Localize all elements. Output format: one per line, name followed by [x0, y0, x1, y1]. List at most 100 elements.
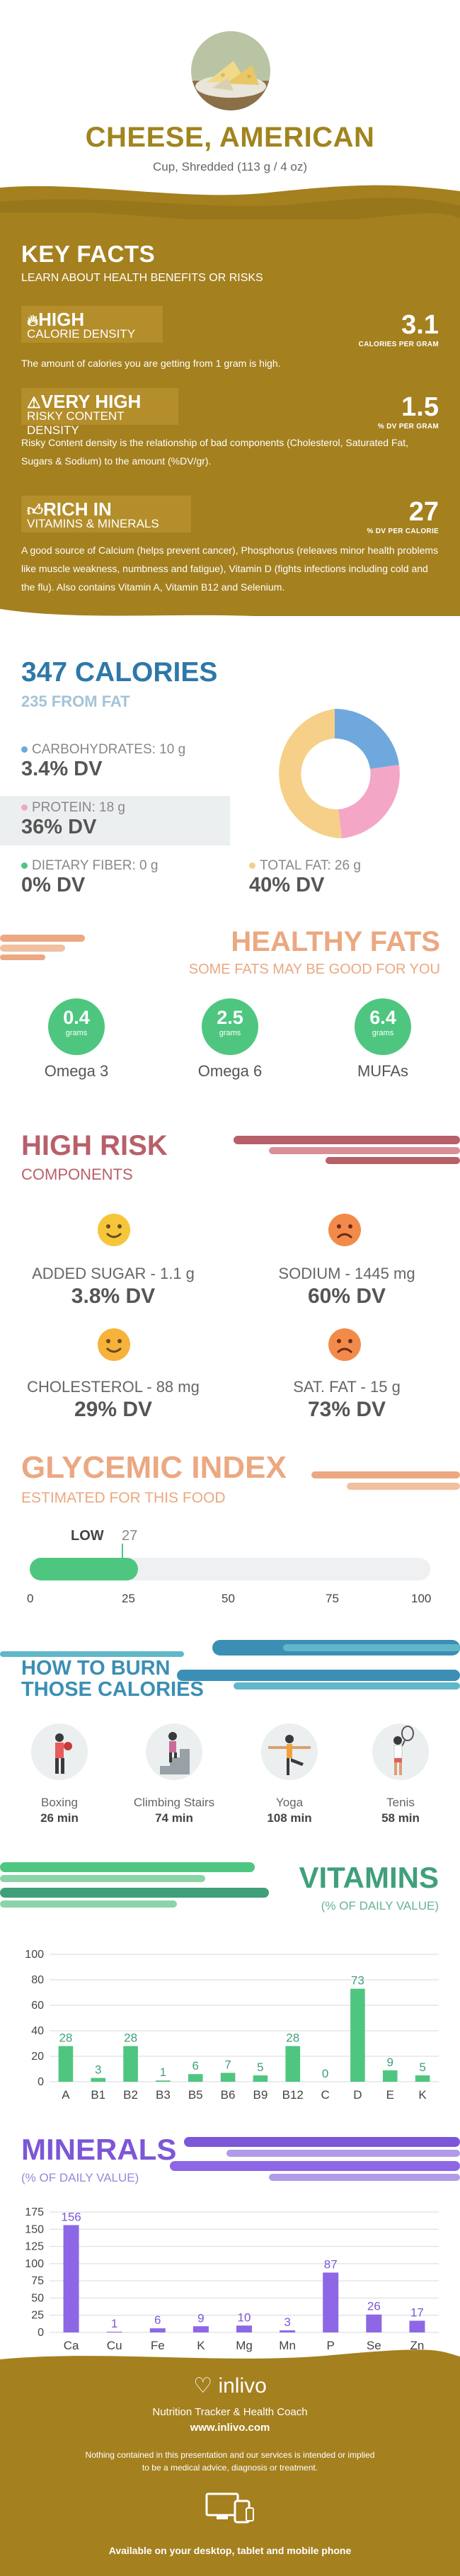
vitamins-category-label-B6: B6	[221, 2088, 236, 2102]
mufas-value: 6.4	[369, 1007, 396, 1028]
calorie-density-unit: CALORIES PER GRAM	[358, 341, 439, 348]
mufas-name: MUFAs	[357, 1062, 409, 1080]
minerals-bar-Se	[366, 2314, 382, 2332]
donut-segment-protein	[338, 765, 400, 838]
glycemic-subtitle: ESTIMATED FOR THIS FOOD	[21, 1490, 226, 1506]
calorie-density-metric: 3.1 CALORIES PER GRAM	[359, 310, 439, 348]
minerals-bar-chart: 0 25 50 75 100 125 150 175 156 Ca 1 Cu 6 Fe 9 K 10 Mg 3 Mn 8…	[25, 2206, 439, 2352]
vitamins-value-label-A: 28	[59, 2031, 72, 2045]
vitamins-bar-E	[382, 2070, 398, 2082]
minerals-category-label-P: P	[327, 2339, 335, 2352]
minerals-ytick-label: 125	[25, 2241, 44, 2253]
sodium-dv: 60% DV	[307, 1284, 386, 1308]
high-risk-title: HIGH RISK	[21, 1130, 168, 1161]
risky-content-value: 1.5	[401, 392, 439, 422]
minerals-bar-Fe	[149, 2328, 166, 2332]
sat-fat-label: SAT. FAT - 15 g	[293, 1378, 401, 1396]
vitamins-value-label-K: 5	[419, 2061, 425, 2074]
vitamins-value-label-B1: 3	[95, 2063, 101, 2077]
omega3-name: Omega 3	[44, 1062, 109, 1080]
vitamins-category-label-K: K	[418, 2088, 427, 2102]
boxing-icon	[31, 1723, 88, 1780]
minerals-ytick-label: 25	[31, 2310, 44, 2322]
risky-content-unit: % DV PER GRAM	[377, 423, 439, 431]
vitamins-category-label-B9: B9	[253, 2088, 268, 2102]
activity-tennis-time: 58 min	[381, 1811, 420, 1825]
risky-content-description: Risky Content density is the relationshi…	[21, 437, 409, 467]
footer-url[interactable]: www.inlivo.com	[190, 2422, 270, 2434]
minerals-ytick-label: 100	[25, 2258, 44, 2270]
protein-dv: 36% DV	[21, 816, 97, 838]
vitamins-ytick-label: 100	[25, 1949, 44, 1961]
risky-content-name: RISKY CONTENT DENSITY	[27, 409, 125, 437]
glycemic-marker	[122, 1544, 123, 1579]
protein-label: PROTEIN: 18 g	[32, 800, 125, 815]
glycemic-tick-75: 75	[326, 1592, 339, 1605]
vitamins-value-label-D: 73	[351, 1974, 364, 1988]
total-fat-dv: 40% DV	[249, 874, 325, 896]
vitamins-bar-B3	[156, 2080, 171, 2082]
fiber-label: DIETARY FIBER: 0 g	[32, 858, 159, 873]
serving-size: Cup, Shredded (113 g / 4 oz)	[153, 160, 307, 173]
footer-tagline: Nutrition Tracker & Health Coach	[152, 2406, 308, 2418]
vitamins-ytick-label: 20	[31, 2051, 44, 2063]
happy-face-icon	[98, 1328, 130, 1361]
total-fat-label: TOTAL FAT: 26 g	[260, 858, 361, 873]
minerals-category-label-K: K	[197, 2339, 205, 2352]
vitamins-minerals-description: A good source of Calcium (helps prevent …	[21, 545, 439, 593]
carbohydrates-label: CARBOHYDRATES: 10 g	[32, 742, 186, 757]
vitamins-value-label-B3: 1	[160, 2065, 166, 2079]
vitamins-bar-B9	[253, 2075, 268, 2082]
minerals-value-label-K: 9	[197, 2311, 204, 2325]
nutrient-carbohydrates: CARBOHYDRATES: 10 g 3.4% DV	[21, 742, 185, 781]
vitamins-value-label-B5: 6	[192, 2059, 199, 2073]
added-sugar-label: ADDED SUGAR - 1.1 g	[32, 1265, 195, 1282]
healthy-fats-title: HEALTHY FATS	[231, 926, 440, 957]
minerals-value-label-Ca: 156	[61, 2210, 81, 2223]
minerals-value-label-Mn: 3	[284, 2315, 290, 2329]
vitamins-bar-D	[350, 1988, 365, 2082]
vitamins-category-label-B3: B3	[156, 2088, 171, 2102]
added-sugar-dv: 3.8% DV	[71, 1284, 156, 1308]
calorie-density-label: 🔥︎HIGH CALORIE DENSITY	[21, 306, 163, 343]
minerals-category-label-Mg: Mg	[236, 2339, 253, 2352]
total-fat-dot	[249, 862, 255, 870]
sad-face-icon	[328, 1214, 361, 1246]
key-facts-subtitle: LEARN ABOUT HEALTH BENEFITS OR RISKS	[21, 272, 263, 284]
vitamins-category-label-B1: B1	[91, 2088, 105, 2102]
glycemic-tick-100: 100	[411, 1592, 432, 1605]
protein-dot	[21, 804, 28, 811]
vitamins-bar-B12	[285, 2046, 301, 2082]
vitamins-category-label-D: D	[353, 2088, 362, 2102]
calories-from-fat: 235 FROM FAT	[21, 693, 130, 710]
cholesterol-dv: 29% DV	[74, 1398, 153, 1421]
minerals-category-label-Ca: Ca	[64, 2339, 79, 2352]
mufas-value-circle: 6.4 grams	[355, 998, 411, 1055]
calorie-density-name: CALORIE DENSITY	[27, 327, 136, 341]
minerals-value-label-Se: 26	[367, 2300, 381, 2313]
happy-face-icon	[98, 1214, 130, 1246]
minerals-ytick-label: 0	[38, 2327, 44, 2339]
high-risk-stripes	[234, 1136, 460, 1164]
nutrient-fiber: DIETARY FIBER: 0 g 0% DV	[21, 858, 158, 897]
activity-stairs-time: 74 min	[155, 1811, 193, 1825]
minerals-value-label-Fe: 6	[154, 2313, 161, 2327]
vitamins-bar-A	[58, 2046, 74, 2082]
vitamins-bar-chart: 0 20 40 60 80 100 28 A 3 B1 28 B2 1 B3 6 B5 7 B6 5 B9 28 B12 0…	[25, 1949, 439, 2102]
flame-icon: 🔥︎	[27, 312, 39, 329]
mufas-unit: grams	[372, 1029, 394, 1037]
activity-boxing-name: Boxing	[41, 1796, 78, 1809]
vitamins-value-label-B6: 7	[224, 2058, 231, 2071]
vitamins-minerals-unit: % DV PER CALORIE	[367, 528, 439, 535]
vitamins-bar-B1	[91, 2078, 106, 2082]
sad-face-icon	[328, 1328, 361, 1361]
risky-content-level: ⚠︎VERY HIGH	[27, 391, 142, 412]
warning-icon: ⚠︎	[27, 394, 41, 411]
vitamins-value-label-B2: 28	[124, 2031, 137, 2045]
stairs-icon	[146, 1723, 202, 1780]
activity-boxing-time: 26 min	[40, 1811, 79, 1825]
minerals-bar-Ca	[63, 2225, 79, 2332]
calorie-density-level: 🔥︎HIGH	[27, 309, 85, 330]
minerals-category-label-Se: Se	[367, 2339, 381, 2352]
